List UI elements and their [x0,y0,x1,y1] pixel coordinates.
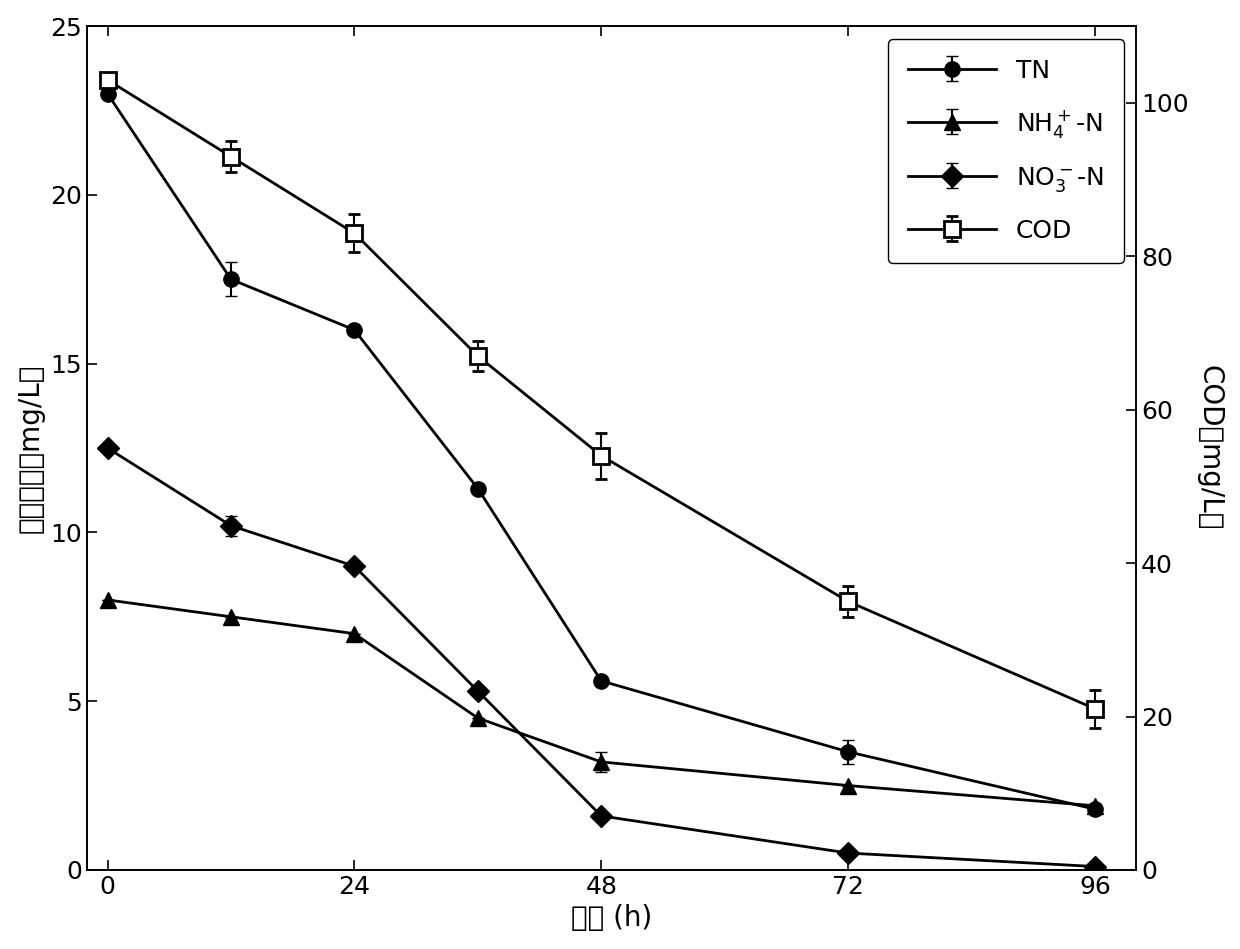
Y-axis label: 氮类浓度（mg/L）: 氮类浓度（mg/L） [16,363,45,532]
Legend: TN, NH$_4^+$-N, NO$_3^-$-N, COD: TN, NH$_4^+$-N, NO$_3^-$-N, COD [888,39,1123,263]
Y-axis label: COD（mg/L）: COD（mg/L） [1195,365,1224,530]
X-axis label: 时间 (h): 时间 (h) [570,904,652,932]
